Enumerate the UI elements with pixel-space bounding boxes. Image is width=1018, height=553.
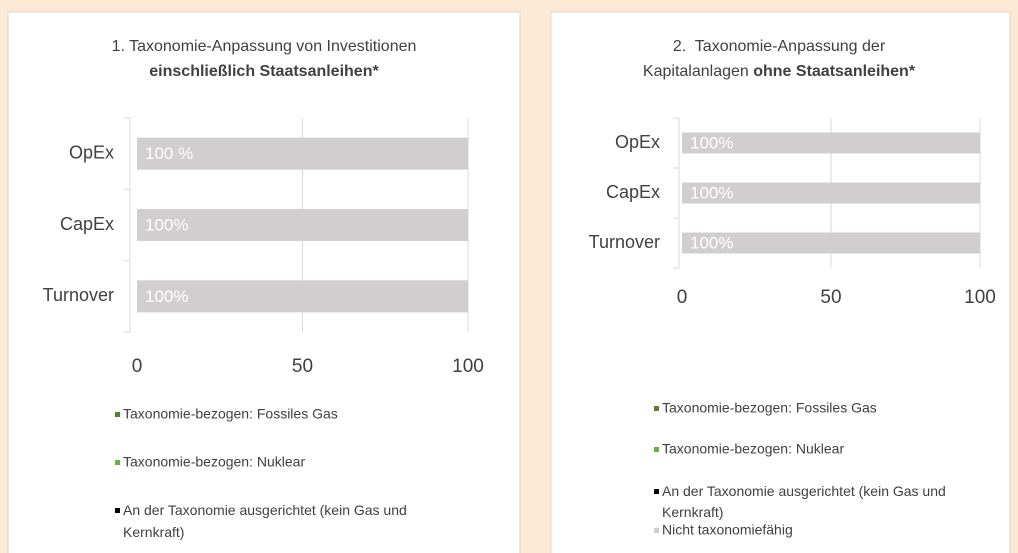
- legend-line: Kernkraft): [662, 504, 723, 520]
- legend-line: Kernkraft): [123, 524, 184, 540]
- bar: [682, 182, 980, 204]
- legend-label: Taxonomie-bezogen: Nuklear: [662, 441, 844, 457]
- value-label: 100%: [690, 183, 733, 202]
- legend-label: Taxonomie-bezogen: Fossiles Gas: [662, 400, 877, 416]
- title-part: 2. Taxonomie-Anpassung der: [673, 38, 886, 55]
- title-part: Kapitalanlagen: [643, 63, 753, 80]
- category-label: CapEx: [606, 182, 660, 202]
- legend-line: An der Taxonomie ausgerichtet (kein Gas …: [123, 502, 407, 518]
- chart-title: 1. Taxonomie-Anpassung von Investitionen: [112, 38, 417, 55]
- x-tick-label: 50: [820, 287, 841, 308]
- x-tick-label: 0: [677, 287, 688, 308]
- x-tick-label: 0: [132, 356, 143, 377]
- legend-marker: [115, 508, 120, 513]
- bar: [682, 232, 980, 254]
- category-label: OpEx: [615, 132, 660, 152]
- category-label: Turnover: [589, 232, 660, 252]
- bar: [682, 132, 980, 154]
- legend-marker: [654, 447, 659, 452]
- x-tick-label: 100: [964, 287, 996, 308]
- category-label: OpEx: [69, 142, 114, 162]
- category-label: Turnover: [43, 285, 114, 305]
- legend-marker: [654, 406, 659, 411]
- value-label: 100%: [690, 133, 733, 152]
- x-tick-label: 50: [292, 356, 313, 377]
- chart-title: einschließlich Staatsanleihen*: [149, 63, 379, 80]
- bar: [137, 209, 468, 241]
- legend-label: Taxonomie-bezogen: Nuklear: [123, 454, 305, 470]
- legend-label: An der Taxonomie ausgerichtet (kein Gas …: [123, 502, 407, 540]
- title-part: ohne Staatsanleihen*: [753, 63, 916, 80]
- panel: [550, 11, 1011, 553]
- value-label: 100%: [145, 215, 188, 234]
- bar: [137, 280, 468, 313]
- title-part: 1. Taxonomie-Anpassung von Investitionen: [112, 38, 417, 55]
- value-label: 100%: [690, 233, 733, 252]
- chart-title: 2. Taxonomie-Anpassung der: [673, 38, 886, 55]
- legend-label: Nicht taxonomiefähig: [662, 522, 793, 538]
- legend-marker: [654, 489, 659, 494]
- legend-label: An der Taxonomie ausgerichtet (kein Gas …: [662, 483, 946, 520]
- legend-marker: [115, 460, 120, 465]
- legend-label: Taxonomie-bezogen: Fossiles Gas: [123, 406, 338, 422]
- value-label: 100%: [145, 287, 188, 306]
- bar: [137, 137, 468, 170]
- category-label: CapEx: [60, 214, 114, 234]
- legend-marker: [654, 528, 659, 533]
- chart-title: Kapitalanlagen ohne Staatsanleihen*: [643, 63, 916, 80]
- legend-marker: [115, 412, 120, 417]
- title-part: einschließlich Staatsanleihen*: [149, 63, 379, 80]
- value-label: 100 %: [145, 144, 193, 163]
- legend-line: An der Taxonomie ausgerichtet (kein Gas …: [662, 483, 946, 499]
- x-tick-label: 100: [452, 356, 484, 377]
